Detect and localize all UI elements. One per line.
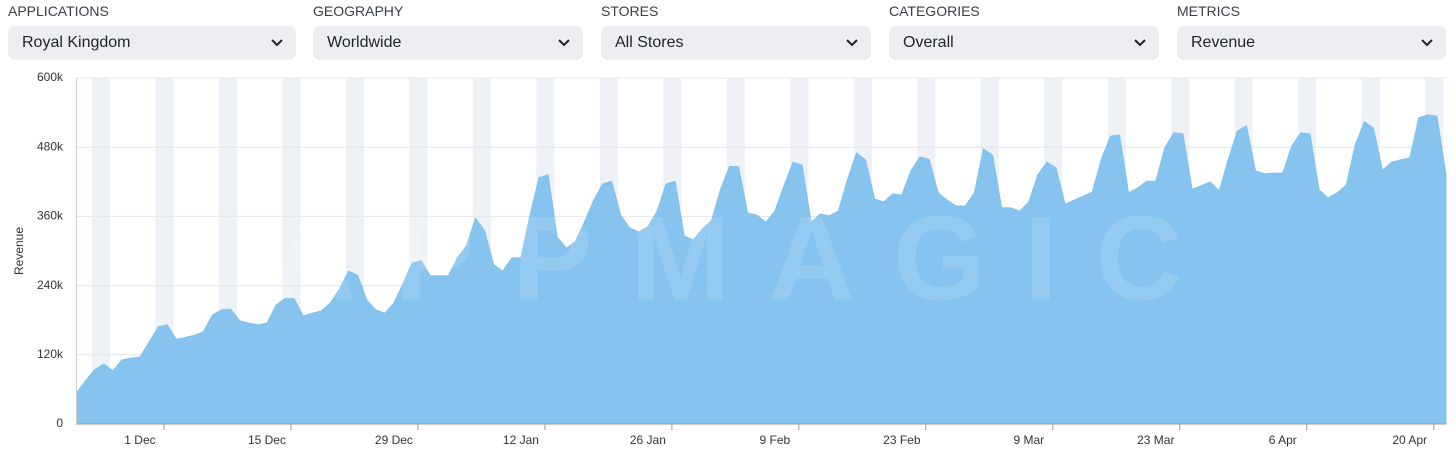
x-tick-label: 23 Mar <box>1137 433 1174 447</box>
x-tick-label: 9 Mar <box>1013 433 1044 447</box>
dropdown-value: Worldwide <box>327 34 402 51</box>
chevron <box>558 39 570 47</box>
x-tick-label: 12 Jan <box>503 433 539 447</box>
y-tick-label: 0 <box>56 416 63 430</box>
filter-label: CATEGORIES <box>889 3 980 19</box>
chevron <box>271 39 283 47</box>
watermark: APPMAGIC <box>270 192 1221 326</box>
x-tick-label: 29 Dec <box>375 433 413 447</box>
dropdown[interactable]: Revenue <box>1177 26 1446 60</box>
x-tick-label: 1 Dec <box>124 433 155 447</box>
dropdown[interactable]: Worldwide <box>313 26 583 60</box>
y-tick-label: 480k <box>37 139 64 153</box>
dropdown-value: Revenue <box>1191 34 1256 51</box>
x-tick-label: 15 Dec <box>248 433 286 447</box>
y-tick-label: 360k <box>37 209 64 223</box>
dropdown[interactable]: Overall <box>889 26 1159 60</box>
dropdown[interactable]: Royal Kingdom <box>8 26 296 60</box>
dropdown[interactable]: All Stores <box>601 26 871 60</box>
weekend-band <box>91 78 111 424</box>
y-tick-label: 120k <box>37 347 64 361</box>
filter-label: METRICS <box>1177 3 1240 19</box>
x-tick-label: 26 Jan <box>630 433 666 447</box>
y-tick-label: 240k <box>37 278 64 292</box>
chevron <box>1421 39 1433 47</box>
x-tick-label: 20 Apr <box>1392 433 1427 447</box>
y-axis-label: Revenue <box>12 227 26 275</box>
x-tick-label: 9 Feb <box>760 433 791 447</box>
dropdown-value: Overall <box>903 34 954 51</box>
filter-label: APPLICATIONS <box>8 3 109 19</box>
dropdown-value: Royal Kingdom <box>22 34 131 51</box>
chevron <box>846 39 858 47</box>
y-tick-label: 600k <box>37 70 64 84</box>
filter-label: GEOGRAPHY <box>313 3 404 19</box>
chevron <box>1134 39 1146 47</box>
filter-label: STORES <box>601 3 659 19</box>
area <box>76 114 1447 425</box>
x-tick-label: 23 Feb <box>883 433 921 447</box>
dropdown-value: All Stores <box>615 34 684 51</box>
x-tick-label: 6 Apr <box>1269 433 1297 447</box>
